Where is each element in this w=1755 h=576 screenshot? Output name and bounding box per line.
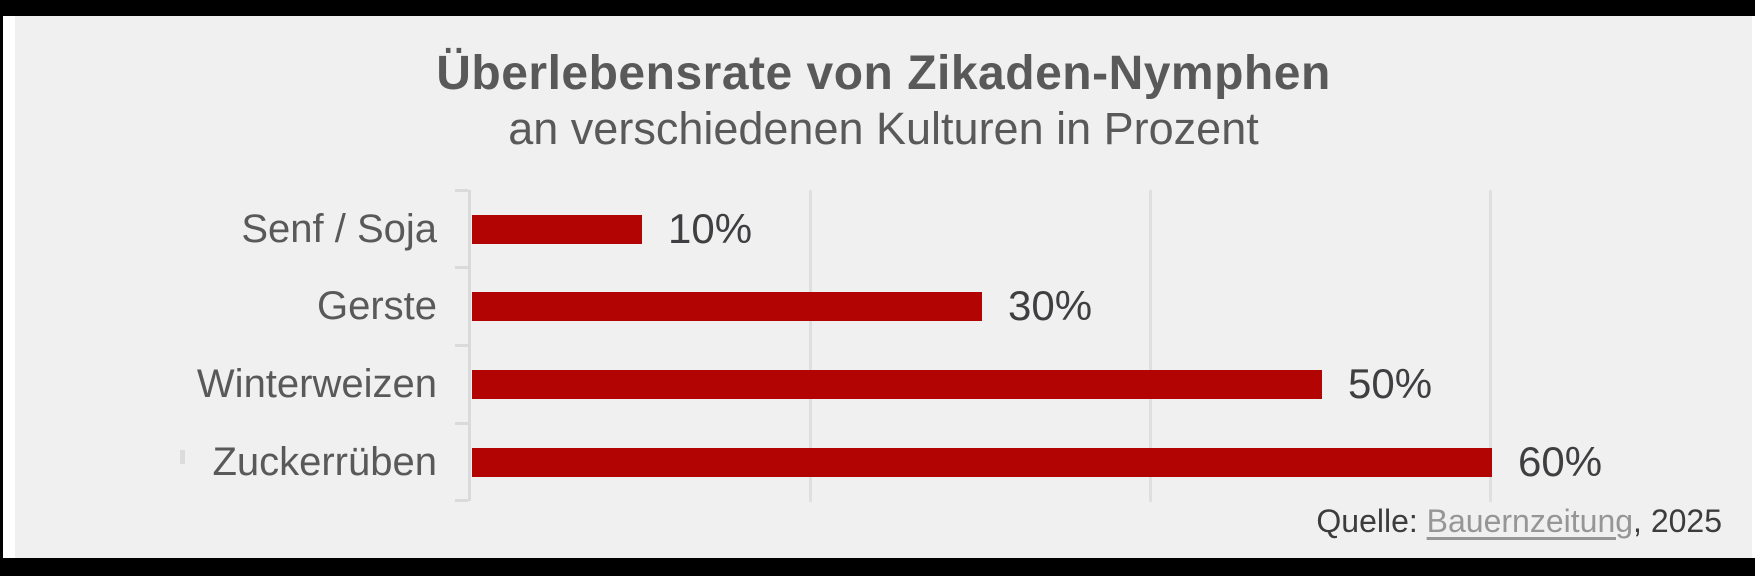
bar-wrap: 60% — [472, 438, 1602, 486]
category-label: Winterweizen — [196, 361, 437, 406]
left-frame-edge — [0, 16, 3, 558]
top-frame-bar — [0, 0, 1755, 16]
category-label: Senf / Soja — [241, 206, 437, 251]
value-label: 50% — [1348, 360, 1433, 407]
bar-wrap: 50% — [472, 360, 1432, 408]
chart-title: Überlebensrate von Zikaden-Nymphen — [436, 47, 1331, 100]
y-axis-line — [468, 190, 471, 501]
axis-tick — [455, 266, 468, 269]
category-label: Gerste — [316, 283, 437, 328]
axis-tick — [455, 344, 468, 347]
bar — [472, 369, 1322, 399]
bottom-frame-bar — [0, 558, 1755, 576]
bar — [472, 214, 642, 244]
bar — [472, 291, 982, 321]
bar-row-gerste: Gerste 30% — [0, 267, 1755, 345]
value-label: 30% — [1008, 282, 1093, 329]
gridline — [1149, 190, 1152, 502]
stray-tick-mark — [180, 450, 185, 464]
axis-tick — [455, 499, 468, 502]
bar-wrap: 10% — [472, 205, 752, 253]
axis-tick — [455, 422, 468, 425]
bar-row-senf-soja: Senf / Soja 10% — [0, 190, 1755, 268]
bar-wrap: 30% — [472, 282, 1092, 330]
value-label: 10% — [668, 205, 753, 252]
source-suffix: , 2025 — [1633, 503, 1722, 539]
bar-row-winterweizen: Winterweizen 50% — [0, 345, 1755, 423]
bar-row-zuckerrueben: Zuckerrüben 60% — [0, 423, 1755, 501]
chart-subtitle: an verschiedenen Kulturen in Prozent — [508, 103, 1259, 154]
gridline — [809, 190, 812, 502]
category-label: Zuckerrüben — [212, 439, 437, 484]
plot-area — [470, 190, 1730, 502]
bar — [472, 447, 1492, 477]
value-label: 60% — [1518, 438, 1603, 485]
source-prefix: Quelle: — [1316, 503, 1427, 539]
source-line: Quelle: Bauernzeitung, 2025 — [1316, 503, 1722, 540]
gridline — [1489, 190, 1492, 502]
axis-tick — [455, 189, 468, 192]
source-link[interactable]: Bauernzeitung — [1426, 503, 1634, 539]
